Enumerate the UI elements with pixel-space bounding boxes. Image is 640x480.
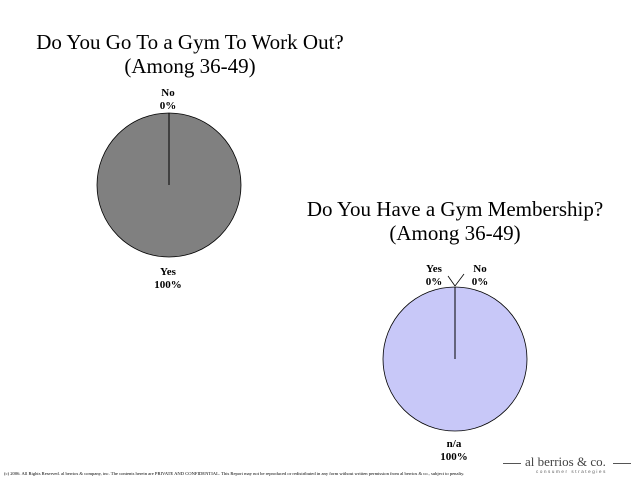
chart-2-label-no: No 0% (464, 263, 496, 289)
chart-1-pie (96, 112, 242, 258)
logo-tagline: consumer strategies (536, 469, 607, 474)
chart-1-title: Do You Go To a Gym To Work Out? (Among 3… (0, 30, 380, 78)
chart-2-label-na-name: n/a (446, 438, 462, 450)
chart-2-title-text: Do You Have a Gym Membership? (306, 197, 604, 221)
chart-1-label-yes: Yes 100% (146, 266, 190, 292)
logo-line-right (613, 463, 631, 464)
chart-1-title-text: Do You Go To a Gym To Work Out? (36, 30, 344, 54)
chart-2-label-yes-name: Yes (426, 263, 442, 275)
chart-2-label-na-value: 100% (440, 451, 468, 463)
chart-2-pie (382, 273, 528, 432)
chart-1-label-yes-value: 100% (154, 279, 182, 291)
chart-2-label-yes: Yes 0% (418, 263, 450, 289)
chart-2-title: Do You Have a Gym Membership? (Among 36-… (260, 197, 640, 245)
chart-2-label-no-name: No (473, 263, 487, 275)
chart-2-leader-yes (447, 275, 456, 287)
chart-1-subtitle: (Among 36-49) (124, 54, 256, 78)
chart-1-label-yes-name: Yes (160, 266, 176, 278)
chart-2-label-no-value: 0% (471, 276, 489, 288)
logo-name: al berrios & co. (525, 454, 606, 469)
chart-2-subtitle: (Among 36-49) (389, 221, 521, 245)
chart-1-label-no-value: 0% (159, 100, 177, 112)
company-logo: al berrios & co. consumer strategies (503, 453, 633, 475)
chart-2-label-na: n/a 100% (432, 438, 476, 464)
chart-1-label-no: No 0% (148, 87, 188, 113)
chart-2-label-yes-value: 0% (425, 276, 443, 288)
chart-1-label-no-name: No (161, 87, 175, 99)
chart-2-leader-no (454, 273, 465, 287)
logo-line-left (503, 463, 521, 464)
copyright-footer: (c) 2006. All Rights Reserved. al berrio… (4, 471, 465, 476)
